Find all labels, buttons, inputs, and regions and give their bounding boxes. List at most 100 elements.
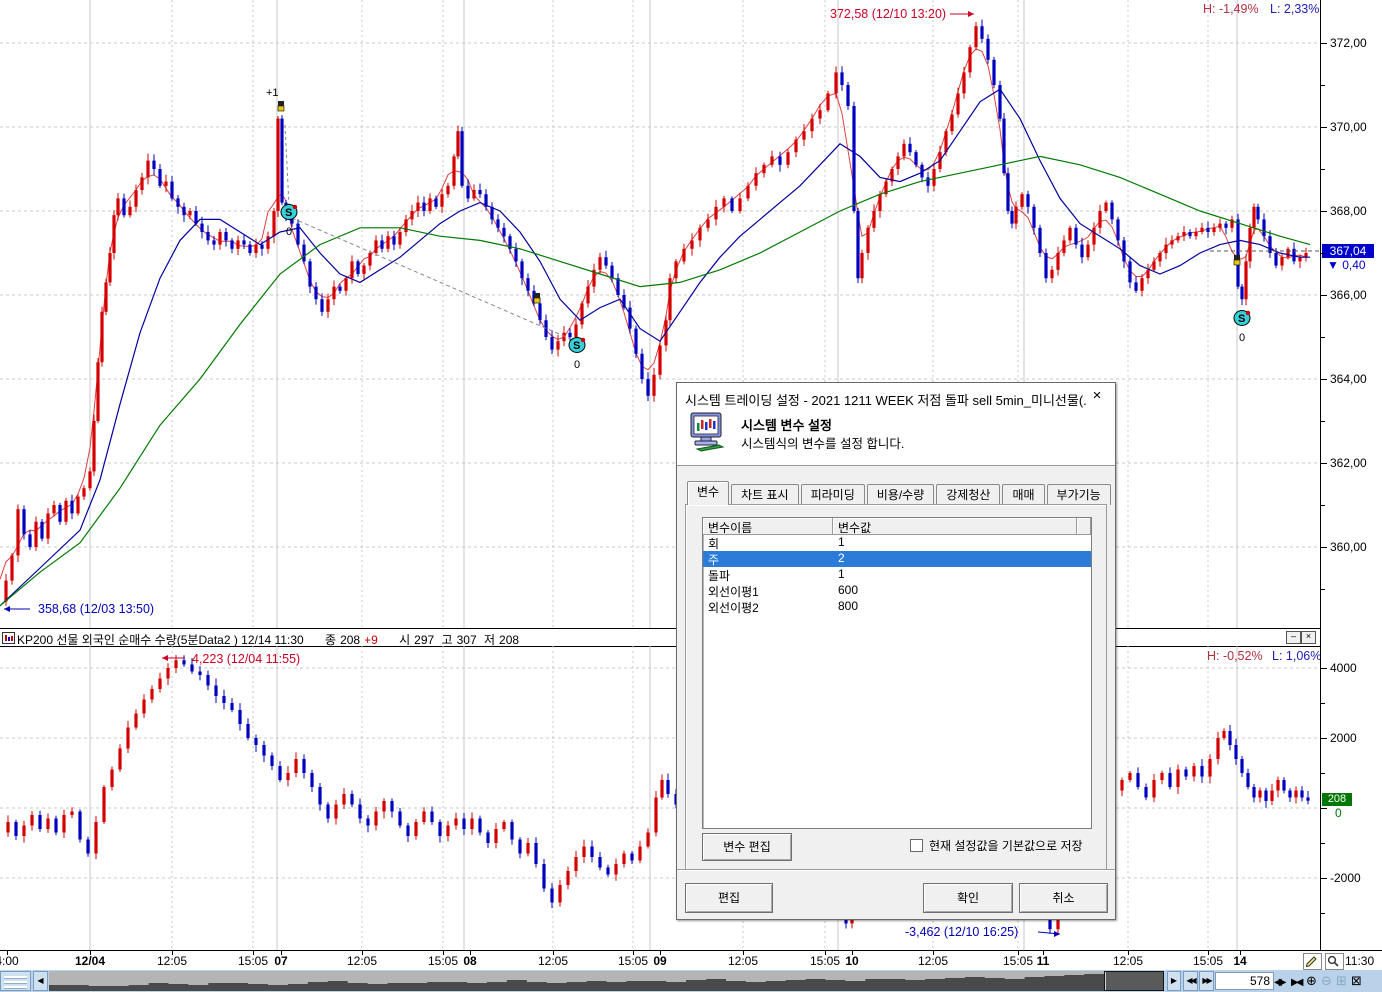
- tab-3[interactable]: 피라미딩: [800, 484, 865, 505]
- tab-4[interactable]: 비용/수량: [866, 484, 935, 505]
- grid-toggle-icon[interactable]: ⊞: [1336, 973, 1347, 988]
- axis-tick: [1321, 878, 1327, 879]
- axis-label: 372,00: [1330, 36, 1367, 50]
- scroll-left-button[interactable]: ◀: [33, 971, 48, 991]
- time-tick: [281, 951, 282, 955]
- axis-label: 362,00: [1330, 456, 1367, 470]
- shrink-bars-icon[interactable]: ▶◀: [1291, 977, 1304, 988]
- checkbox[interactable]: [910, 839, 923, 852]
- save-as-default-checkbox-row[interactable]: 현재 설정값을 기본값으로 저장: [910, 837, 1083, 854]
- axis-tick: [1321, 547, 1327, 548]
- axis-tick: [1321, 295, 1327, 296]
- high-value: 307: [456, 633, 477, 647]
- dialog-header: 시스템 트레이딩 설정 - 2021 1211 WEEK 저점 돌파 sell …: [677, 383, 1115, 466]
- cancel-button[interactable]: 취소: [1019, 883, 1108, 913]
- current-price-change: ▼ 0,40: [1327, 258, 1366, 272]
- high-label: 고: [441, 633, 453, 647]
- time-tick: [852, 951, 853, 955]
- close-chart-icon[interactable]: ⊠: [1351, 973, 1362, 988]
- current-volume-change: 0: [1335, 806, 1342, 820]
- zoom-out-icon[interactable]: ⊖: [1321, 973, 1332, 988]
- subchart-symbol-title: KP200 선물 외국인 순매수 수량(5분Data2 ) 12/14 11:3…: [17, 633, 304, 647]
- axis-tick: [1321, 589, 1325, 590]
- svg-text:358,68 (12/03 13:50): 358,68 (12/03 13:50): [38, 602, 154, 616]
- variable-row[interactable]: 돌파 1: [703, 567, 1091, 583]
- jump-left-button[interactable]: ◀◀: [1183, 971, 1198, 991]
- axis-tick: [1321, 169, 1325, 170]
- variables-table-header[interactable]: 변수이름 변수값: [703, 518, 1091, 535]
- subchart-close-button[interactable]: ×: [1301, 631, 1316, 644]
- time-tick: [362, 951, 363, 955]
- variable-row[interactable]: 외선이평1 600: [703, 583, 1091, 599]
- svg-text:0: 0: [574, 359, 580, 371]
- bar-count-input[interactable]: 578: [1215, 972, 1274, 990]
- time-axis: 11:30 4:00 12/04 12:05 15:05 07 12:05 15:05 08 1…: [0, 950, 1382, 970]
- resize-grip[interactable]: [0, 971, 31, 991]
- svg-text:S: S: [285, 207, 292, 219]
- tab-6[interactable]: 매매: [1002, 484, 1045, 505]
- time-label: 12:05: [346, 954, 378, 968]
- scrollbar-track[interactable]: [49, 971, 1164, 991]
- variable-name: 회: [708, 537, 720, 551]
- zoom-in-icon[interactable]: ⊕: [1306, 973, 1317, 988]
- tab-5[interactable]: 강제청산: [936, 484, 1001, 505]
- time-tick: [1128, 951, 1129, 955]
- tab-2[interactable]: 차트 표시: [731, 484, 799, 505]
- dialog-close-button[interactable]: ×: [1092, 387, 1102, 404]
- time-label: 15:05: [1002, 954, 1034, 968]
- edit-formula-button[interactable]: 편집: [685, 883, 773, 913]
- edit-tool-button[interactable]: [1303, 953, 1322, 970]
- variable-name: 외선이평2: [708, 601, 759, 615]
- time-label: 12:05: [1112, 954, 1144, 968]
- variable-value: 800: [838, 599, 859, 613]
- jump-right-button[interactable]: ▶▶: [1199, 971, 1214, 991]
- day-label: 09: [653, 954, 667, 968]
- time-tick: [1043, 951, 1044, 955]
- column-header[interactable]: [1077, 518, 1091, 535]
- dialog-separator: [677, 869, 1115, 871]
- tab-7[interactable]: 부가기능: [1046, 484, 1111, 505]
- step-right-button[interactable]: ▶: [1167, 971, 1181, 991]
- data-preview-silhouette: [49, 973, 1164, 991]
- svg-text:4,223 (12/04 11:55): 4,223 (12/04 11:55): [192, 652, 300, 666]
- time-tick: [1240, 951, 1241, 955]
- time-tick: [253, 951, 254, 955]
- variable-name: 외선이평1: [708, 585, 759, 599]
- subchart-minimize-button[interactable]: ‒: [1286, 631, 1301, 644]
- expand-bars-icon[interactable]: ◀▶: [1274, 977, 1287, 988]
- scrollbar-thumb[interactable]: [1104, 971, 1164, 991]
- current-price-badge: 367,04: [1322, 244, 1374, 258]
- subchart-icon[interactable]: [2, 632, 15, 644]
- time-label: 15:05: [617, 954, 649, 968]
- column-header[interactable]: 변수값: [833, 518, 1077, 535]
- dialog-title: 시스템 트레이딩 설정 - 2021 1211 WEEK 저점 돌파 sell …: [685, 393, 1087, 408]
- day-label: 07: [274, 954, 288, 968]
- change-value: +9: [364, 633, 378, 647]
- axis-label: 360,00: [1330, 540, 1367, 554]
- tab-1[interactable]: 변수: [687, 481, 730, 505]
- svg-text:L: 2,33%: L: 2,33%: [1270, 2, 1319, 16]
- axis-label: 2000: [1330, 731, 1357, 745]
- axis-tick: [1321, 913, 1325, 914]
- zoom-tool-button[interactable]: [1325, 953, 1344, 970]
- axis-tick: [1321, 253, 1325, 254]
- day-label: 10: [845, 954, 859, 968]
- svg-text:S: S: [1238, 313, 1245, 325]
- variable-row[interactable]: 외선이평2 800: [703, 599, 1091, 615]
- chart-scrollbar: ◀ ▶ ◀◀ ▶▶ 578 ◀▶ ▶◀ ⊕ ⊖ ⊞ ⊠: [0, 970, 1382, 992]
- axis-tick: [1321, 808, 1327, 809]
- column-header[interactable]: 변수이름: [703, 518, 833, 535]
- edit-variable-button[interactable]: 변수 편집: [702, 833, 792, 861]
- time-tick: [825, 951, 826, 955]
- axis-label: -2000: [1330, 871, 1361, 885]
- axis-tick: [1321, 505, 1325, 506]
- close-label: 종: [325, 633, 337, 647]
- day-label: 12/04: [74, 954, 106, 968]
- axis-tick: [1321, 379, 1327, 380]
- time-label: 15:05: [1192, 954, 1224, 968]
- axis-tick: [1321, 843, 1325, 844]
- dialog-section-description: 시스템식의 변수를 설정 합니다.: [741, 437, 905, 451]
- ok-button[interactable]: 확인: [923, 883, 1013, 913]
